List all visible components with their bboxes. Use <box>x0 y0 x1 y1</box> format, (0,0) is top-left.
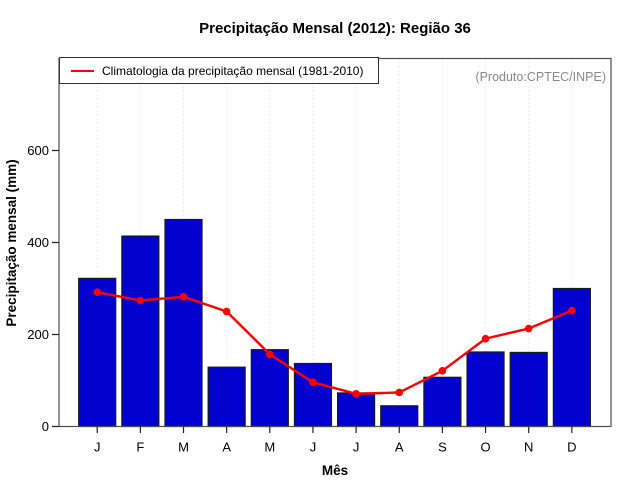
climatology-point-n10 <box>524 324 533 333</box>
bar-j6 <box>337 392 376 428</box>
bar-f1 <box>121 235 160 428</box>
x-tick-label: S <box>438 440 447 455</box>
bar-a7 <box>380 405 419 428</box>
climatology-point-m2 <box>179 292 188 301</box>
x-tick-label: N <box>524 440 533 455</box>
x-tick-label: M <box>264 440 275 455</box>
x-tick-label: J <box>310 440 317 455</box>
chart-title: Precipitação Mensal (2012): Região 36 <box>199 20 471 37</box>
x-tick-label: J <box>94 440 101 455</box>
climatology-line <box>95 290 574 396</box>
bar-j0 <box>78 277 117 428</box>
legend-label: Climatologia da precipitação mensal (198… <box>102 63 364 78</box>
climatology-point-a7 <box>395 388 404 397</box>
legend-line-swatch <box>71 69 94 72</box>
producer-note: (Produto:CPTEC/INPE) <box>475 70 606 84</box>
climatology-point-o9 <box>481 334 490 343</box>
climatology-point-s8 <box>438 367 447 375</box>
x-axis-label: Mês <box>321 463 349 478</box>
y-tick-label: 0 <box>42 419 49 434</box>
y-tick-label: 200 <box>27 327 49 342</box>
bar-m2 <box>164 218 203 428</box>
bar-n10 <box>509 351 548 428</box>
climatology-point-f1 <box>136 296 145 305</box>
x-tick-label: D <box>567 440 576 455</box>
y-tick-label: 400 <box>27 235 49 250</box>
x-tick-label: O <box>480 440 490 455</box>
x-tick-label: M <box>178 440 189 455</box>
climatology-point-m4 <box>266 350 274 359</box>
bar-s8 <box>423 376 462 428</box>
climatology-point-j6 <box>352 390 360 398</box>
climatology-point-j5 <box>309 378 317 387</box>
climatology-point-j0 <box>93 288 101 296</box>
x-tick-label: A <box>395 440 404 455</box>
y-tick-label: 600 <box>27 143 49 158</box>
climatology-point-a3 <box>222 307 231 316</box>
bar-o9 <box>466 351 505 428</box>
bar-m4 <box>250 349 289 428</box>
legend-box: Climatologia da precipitação mensal (198… <box>59 57 379 84</box>
x-tick-label: F <box>136 440 144 455</box>
x-tick-label: A <box>222 440 231 455</box>
bar-a3 <box>207 366 246 428</box>
climatology-point-d11 <box>568 306 576 315</box>
x-tick-label: J <box>353 440 360 455</box>
